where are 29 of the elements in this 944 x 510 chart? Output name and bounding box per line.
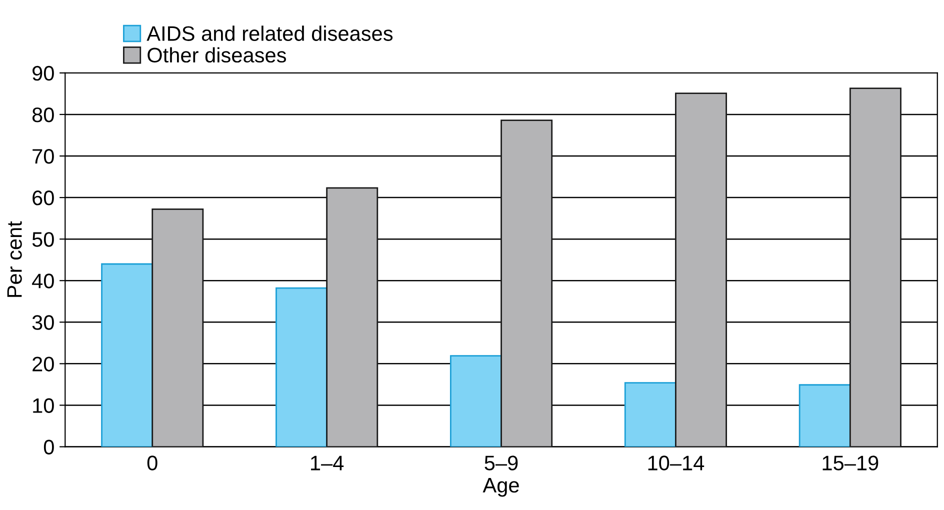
y-axis-title: Per cent bbox=[7, 221, 22, 297]
bar bbox=[624, 382, 676, 447]
y-tick-label: 70 bbox=[32, 149, 54, 164]
legend-label: Other diseases bbox=[148, 47, 286, 63]
bar bbox=[276, 287, 328, 447]
bar bbox=[101, 263, 154, 447]
bar bbox=[849, 88, 902, 447]
x-tick-label: 15–19 bbox=[822, 456, 878, 470]
x-tick-label: 10–14 bbox=[648, 456, 704, 470]
y-tick-label: 40 bbox=[32, 274, 54, 288]
y-tick-label: 10 bbox=[33, 398, 54, 413]
bar bbox=[152, 208, 204, 447]
bar bbox=[450, 355, 502, 447]
x-axis-title: Age bbox=[482, 478, 519, 497]
x-tick-label: 5–9 bbox=[484, 456, 518, 470]
y-tick-label: 20 bbox=[32, 356, 54, 372]
x-tick-label: 1–4 bbox=[311, 456, 344, 470]
y-tick-label: 60 bbox=[32, 190, 54, 206]
y-tick-label: 80 bbox=[32, 107, 54, 122]
legend-label: AIDS and related diseases bbox=[146, 26, 393, 41]
bar bbox=[675, 92, 727, 447]
y-tick-label: 90 bbox=[32, 66, 54, 81]
bar bbox=[500, 120, 553, 447]
bar bbox=[798, 384, 851, 447]
x-tick-label: 0 bbox=[147, 456, 158, 470]
bar bbox=[326, 187, 378, 447]
y-tick-label: 30 bbox=[32, 315, 54, 330]
y-tick-label: 0 bbox=[44, 440, 54, 455]
y-tick-label: 50 bbox=[32, 232, 54, 247]
